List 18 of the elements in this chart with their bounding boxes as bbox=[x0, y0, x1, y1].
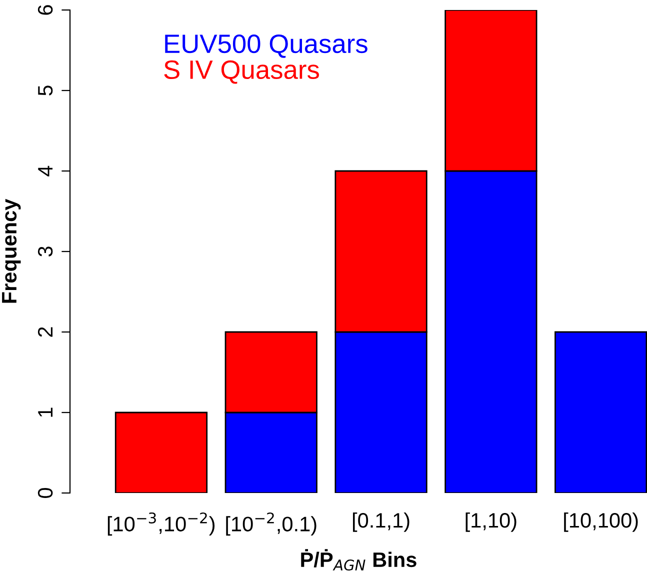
y-tick-label: 6 bbox=[38, 5, 53, 15]
bar bbox=[114, 412, 208, 493]
x-tick-label: [1,10) bbox=[466, 512, 516, 532]
y-axis-title: Frequency bbox=[2, 198, 21, 303]
x-tick-label: [10$^{−3}$,10$^{−2}$) bbox=[108, 512, 215, 536]
x-tick-label: [10,100) bbox=[564, 512, 638, 532]
y-tick-label: 4 bbox=[38, 166, 52, 176]
text: EUV500 Quasars bbox=[165, 34, 368, 58]
bar bbox=[554, 331, 647, 493]
text: S IV Quasars bbox=[164, 60, 319, 84]
y-tick-label: 5 bbox=[38, 86, 53, 96]
y-tick-label: 0 bbox=[38, 488, 53, 498]
x-tick-label: [10$^{−2}$,0.1) bbox=[226, 512, 316, 536]
x-tick-label: [0.1,1) bbox=[352, 512, 410, 532]
y-tick-label: 2 bbox=[38, 327, 52, 337]
x-axis-title: Ṗ/Ṗ$_{AGN}$ Bins bbox=[301, 549, 416, 571]
y-tick-label: 1 bbox=[38, 408, 52, 417]
y-tick-label: 3 bbox=[38, 246, 53, 256]
